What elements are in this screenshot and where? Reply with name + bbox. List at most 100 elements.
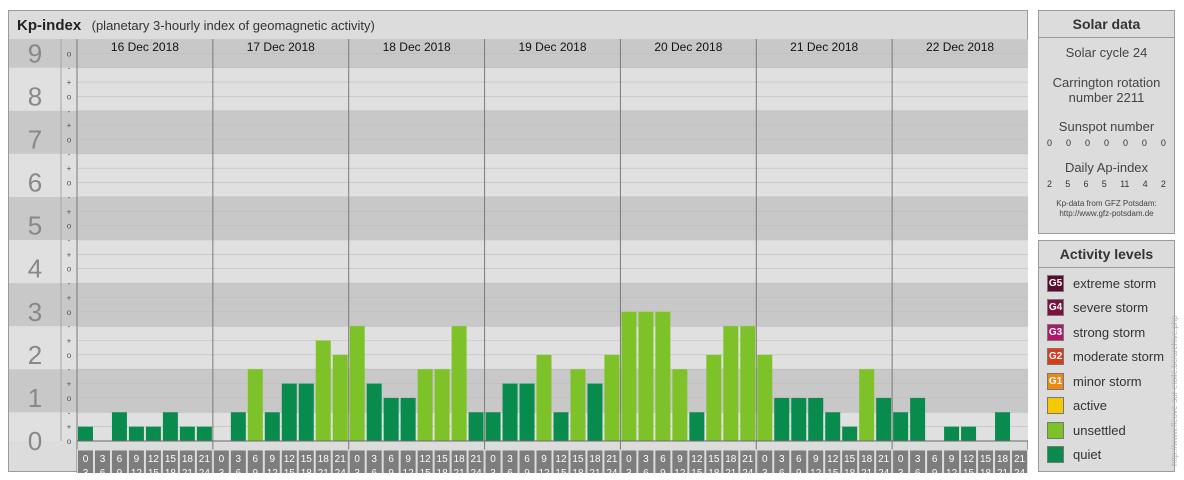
y-sub-label: - bbox=[68, 322, 71, 331]
sunspot-value: 0 bbox=[1141, 138, 1147, 148]
interval-start-label: 3 bbox=[236, 454, 242, 465]
interval-box bbox=[637, 449, 655, 473]
kp-bar bbox=[468, 412, 484, 441]
carrington-line1: Carrington rotation bbox=[1052, 75, 1161, 90]
sunspot-value: 0 bbox=[1122, 138, 1128, 148]
y-sub-label: + bbox=[67, 293, 72, 302]
kp-bar bbox=[621, 311, 637, 441]
kp-chart: 0123456789+o+o-+o-+o-+o-+o-+o-+o-+o-o-16… bbox=[9, 38, 1029, 473]
interval-start-label: 18 bbox=[997, 454, 1009, 465]
interval-end-label: 15 bbox=[827, 468, 839, 473]
source-watermark: http://www.fleuve-sur-etoile.be/archive.… bbox=[1170, 315, 1179, 466]
kp-bar bbox=[78, 426, 93, 441]
interval-box bbox=[892, 449, 910, 473]
interval-box bbox=[229, 449, 247, 473]
kp-band bbox=[9, 196, 1028, 240]
interval-end-label: 6 bbox=[507, 468, 513, 473]
interval-box bbox=[858, 449, 876, 473]
kp-chart-panel: Kp-index (planetary 3-hourly index of ge… bbox=[8, 10, 1029, 473]
interval-start-label: 18 bbox=[589, 454, 601, 465]
interval-box bbox=[518, 449, 536, 473]
interval-start-label: 0 bbox=[354, 454, 360, 465]
interval-end-label: 15 bbox=[284, 468, 296, 473]
kp-bar bbox=[876, 397, 892, 441]
quiet-swatch bbox=[1047, 446, 1064, 464]
interval-end-label: 21 bbox=[182, 468, 194, 473]
interval-box bbox=[450, 449, 468, 473]
sunspot-title: Sunspot number bbox=[1058, 119, 1155, 134]
interval-end-label: 3 bbox=[219, 468, 225, 473]
y-sub-label: + bbox=[67, 250, 72, 259]
kp-bar bbox=[281, 383, 297, 441]
kp-bar bbox=[111, 412, 127, 441]
interval-end-label: 15 bbox=[420, 468, 432, 473]
interval-box bbox=[110, 449, 128, 473]
sunspot-value: 0 bbox=[1047, 138, 1053, 148]
interval-end-label: 21 bbox=[997, 468, 1009, 473]
interval-end-label: 15 bbox=[691, 468, 703, 473]
kp-bar bbox=[774, 397, 790, 441]
ap-index-value: 6 bbox=[1083, 179, 1089, 189]
kp-bar bbox=[689, 412, 705, 441]
kp-bar bbox=[757, 354, 773, 441]
kp-bar bbox=[553, 412, 569, 441]
level-extreme-storm: G5 extreme storm bbox=[1039, 271, 1174, 296]
kp-bar bbox=[655, 311, 671, 441]
kp-bar bbox=[162, 412, 178, 441]
day-header: 16 Dec 2018 bbox=[111, 40, 179, 54]
kp-bar bbox=[638, 311, 654, 441]
chart-title: Kp-index (planetary 3-hourly index of ge… bbox=[17, 17, 375, 35]
interval-box bbox=[212, 449, 230, 473]
y-sub-label: + bbox=[67, 207, 72, 216]
y-tick-label: 4 bbox=[28, 254, 42, 284]
interval-box bbox=[297, 449, 315, 473]
ap-index-value: 11 bbox=[1120, 179, 1130, 189]
interval-start-label: 18 bbox=[861, 454, 873, 465]
interval-start-label: 0 bbox=[762, 454, 768, 465]
interval-start-label: 6 bbox=[660, 454, 666, 465]
interval-start-label: 9 bbox=[270, 454, 276, 465]
y-sub-label: - bbox=[68, 365, 71, 374]
kp-bar bbox=[995, 412, 1011, 441]
interval-end-label: 6 bbox=[236, 468, 242, 473]
data-source-note: Kp-data from GFZ Potsdam: http://www.gfz… bbox=[1039, 199, 1174, 219]
interval-start-label: 21 bbox=[335, 454, 347, 465]
interval-end-label: 15 bbox=[963, 468, 975, 473]
g1-badge: G1 bbox=[1047, 372, 1064, 390]
level-label: moderate storm bbox=[1073, 349, 1165, 365]
interval-start-label: 12 bbox=[148, 454, 160, 465]
interval-box bbox=[280, 449, 298, 473]
interval-start-label: 0 bbox=[898, 454, 904, 465]
ap-index-value: 2 bbox=[1160, 179, 1166, 189]
interval-start-label: 21 bbox=[471, 454, 483, 465]
kp-bar bbox=[723, 326, 739, 441]
interval-end-label: 15 bbox=[148, 468, 160, 473]
interval-end-label: 9 bbox=[388, 468, 394, 473]
kp-bar bbox=[196, 426, 212, 441]
interval-box bbox=[620, 449, 638, 473]
level-minor-storm: G1 minor storm bbox=[1039, 369, 1174, 394]
interval-end-label: 18 bbox=[708, 468, 720, 473]
y-sub-label: + bbox=[67, 337, 72, 346]
chart-title-main: Kp-index bbox=[17, 17, 82, 34]
interval-box bbox=[382, 449, 400, 473]
kp-bar bbox=[808, 397, 824, 441]
y-sub-label: + bbox=[67, 121, 72, 130]
interval-start-label: 0 bbox=[219, 454, 225, 465]
kp-bar bbox=[400, 397, 416, 441]
kp-bar bbox=[502, 383, 518, 441]
kp-bar bbox=[910, 397, 926, 441]
interval-start-label: 9 bbox=[813, 454, 819, 465]
level-label: quiet bbox=[1073, 447, 1102, 463]
y-sub-label: o bbox=[67, 394, 72, 403]
interval-start-label: 9 bbox=[949, 454, 955, 465]
kp-bar bbox=[842, 426, 858, 441]
y-sub-label: o bbox=[67, 92, 72, 101]
sunspot-value: 0 bbox=[1103, 138, 1109, 148]
interval-box bbox=[263, 449, 281, 473]
kp-bar bbox=[604, 354, 620, 441]
kp-bar bbox=[332, 354, 348, 441]
g2-badge: G2 bbox=[1047, 348, 1064, 366]
day-header: 20 Dec 2018 bbox=[654, 40, 722, 54]
kp-bar bbox=[859, 369, 875, 441]
